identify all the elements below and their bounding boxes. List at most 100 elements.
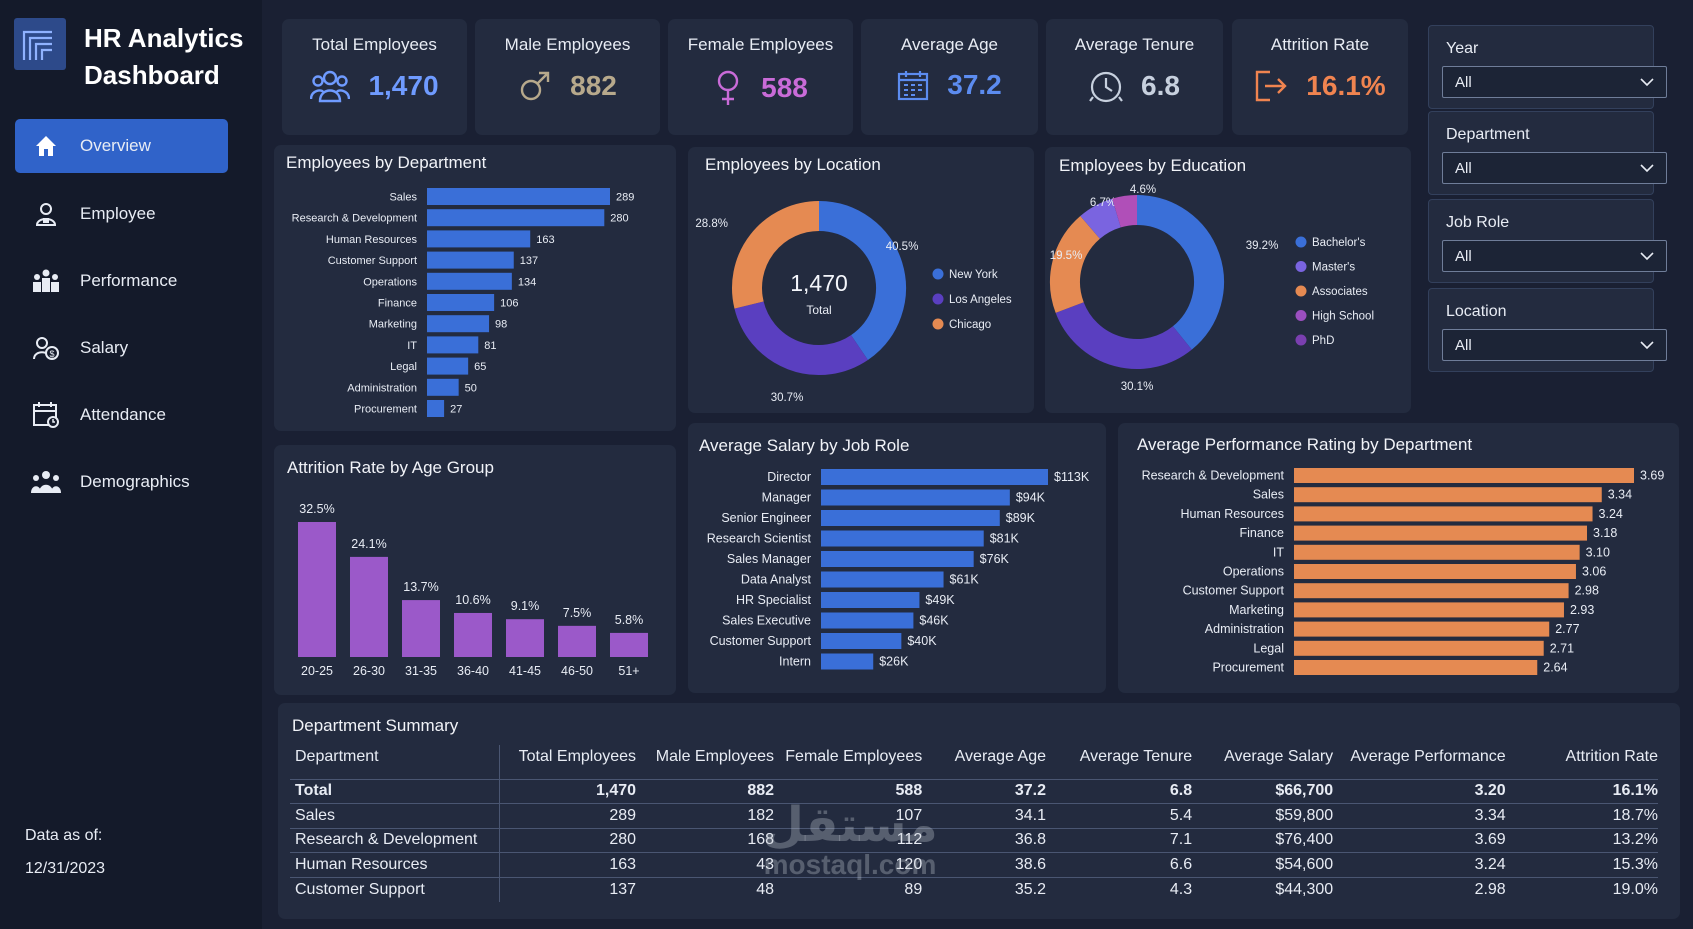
bar-category-label: Procurement [1212, 661, 1284, 675]
bar [1294, 621, 1550, 637]
table-cell: 289 [499, 803, 637, 829]
donut-center-value: 1,470 [790, 270, 848, 296]
table-cell: 37.2 [922, 778, 1047, 804]
job-role-select[interactable]: All [1442, 240, 1667, 272]
nav-item-employee[interactable]: Employee [15, 187, 228, 241]
svg-text:$: $ [49, 349, 54, 359]
app-title-line1: HR Analytics [84, 23, 244, 53]
bar [427, 272, 512, 290]
employee-icon [31, 199, 61, 229]
bar-value-label: 9.1% [511, 599, 540, 613]
bar-category-label: Operations [1223, 565, 1284, 579]
nav-item-demographics[interactable]: Demographics [15, 455, 228, 509]
kpi-value: 16.1% [1306, 70, 1386, 101]
bar-category-label: 41-45 [509, 664, 541, 678]
nav-item-performance[interactable]: Performance [15, 254, 228, 308]
table-cell: 6.8 [1046, 778, 1193, 804]
column-header[interactable]: Average Salary [1224, 747, 1334, 765]
bar-value-label: 3.69 [1640, 469, 1664, 483]
bar-value-label: 65 [474, 361, 486, 373]
bar-category-label: Customer Support [710, 634, 812, 648]
nav-item-salary[interactable]: $ Salary [15, 321, 228, 375]
table-cell: 35.2 [922, 876, 1047, 902]
bar [821, 653, 874, 670]
legend-marker [1295, 261, 1307, 272]
column-header[interactable]: Average Performance [1350, 747, 1506, 765]
data-as-of-label: Data as of: [25, 827, 103, 844]
bar [821, 633, 902, 649]
bar-value-label: 81 [484, 340, 496, 352]
panel-title: Employees by Location [705, 155, 881, 174]
donut-slice [1050, 215, 1101, 313]
kpi-title: Average Tenure [1074, 35, 1195, 54]
panel-title: Employees by Education [1059, 156, 1247, 175]
filter-label: Department [1446, 126, 1530, 143]
bar [1294, 544, 1580, 560]
bar [427, 336, 479, 354]
bar-category-label: 31-35 [405, 664, 437, 678]
bar [350, 556, 388, 657]
bar-value-label: $81K [990, 532, 1020, 546]
bar-category-label: HR Specialist [736, 593, 812, 607]
sidebar: HR Analytics Dashboard Overview Employee… [0, 0, 262, 929]
bar [1294, 660, 1538, 675]
filter-job-role: Job Role All [1428, 199, 1667, 283]
logo-icon [14, 18, 66, 70]
table-total-row: Total 1,470 882 588 37.2 6.8 $66,700 3.20 16.1% [290, 778, 1658, 804]
column-header[interactable]: Male Employees [655, 747, 775, 765]
bar-value-label: 27 [450, 404, 462, 416]
table-cell: 3.24 [1333, 852, 1506, 878]
bar [427, 230, 531, 248]
table-cell: 163 [499, 852, 637, 878]
bar-category-label: IT [1273, 545, 1284, 559]
bar-category-label: Finance [1240, 526, 1285, 540]
table-cell: 112 [774, 827, 923, 853]
table-cell: 1,470 [499, 778, 637, 804]
slice-value-label: 30.1% [1121, 381, 1154, 393]
donut-slice [732, 201, 820, 309]
kpi-title: Male Employees [504, 35, 631, 54]
column-header[interactable]: Female Employees [785, 747, 923, 765]
column-header[interactable]: Total Employees [518, 747, 637, 765]
location-select[interactable]: All [1442, 329, 1667, 361]
nav-item-overview[interactable]: Overview [15, 119, 228, 173]
bar-category-label: 51+ [618, 664, 639, 678]
performance-icon [31, 266, 61, 296]
table-cell: 3.20 [1333, 778, 1506, 804]
kpi-title: Total Employees [312, 35, 437, 54]
column-header[interactable]: Average Age [954, 747, 1047, 765]
column-header[interactable]: Average Tenure [1079, 747, 1193, 765]
bar [454, 612, 492, 657]
table-cell: 280 [499, 827, 637, 853]
slice-value-label: 19.5% [1050, 250, 1083, 262]
performance-bar-chart: Research & Development 3.69 Sales 3.34 Human… [1142, 468, 1664, 675]
table-header-row: Department Total Employees Male Employees F… [290, 745, 1658, 779]
slice-value-label: 28.8% [695, 218, 728, 230]
slice-value-label: 4.6% [1130, 184, 1156, 196]
select-value: All [1455, 160, 1472, 177]
bar-value-label: 13.7% [403, 580, 438, 594]
bar [1294, 583, 1569, 599]
panel-employees-by-department: Employees by Department Sales 289 Research… [274, 145, 676, 431]
bar-category-label: Data Analyst [741, 573, 812, 587]
bar-category-label: Customer Support [1183, 584, 1285, 598]
legend-marker [1295, 236, 1307, 248]
bar-value-label: $61K [950, 573, 980, 587]
nav-item-attendance[interactable]: Attendance [15, 388, 228, 442]
bar-value-label: 98 [495, 319, 507, 331]
kpi-card-female-employees: Female Employees 588 [668, 19, 853, 135]
column-header[interactable]: Attrition Rate [1565, 747, 1658, 765]
column-header[interactable]: Department [290, 745, 500, 779]
department-select[interactable]: All [1442, 152, 1667, 184]
bar [821, 612, 914, 629]
year-select[interactable]: All [1442, 66, 1667, 98]
table-row: Research & Development 280 168 112 36.8 7.1 $7… [290, 827, 1658, 853]
table-cell: 19.0% [1505, 876, 1658, 902]
bar-value-label: 2.98 [1575, 584, 1599, 598]
select-value: All [1455, 337, 1472, 354]
education-donut-chart: 39.2% 30.1% 19.5% 6.7% 4.6% Bachelor's Master'… [1050, 184, 1374, 393]
select-value: All [1455, 248, 1472, 265]
bar [427, 357, 469, 375]
slice-value-label: 6.7% [1090, 197, 1116, 209]
bar-category-label: Sales [1253, 488, 1284, 502]
